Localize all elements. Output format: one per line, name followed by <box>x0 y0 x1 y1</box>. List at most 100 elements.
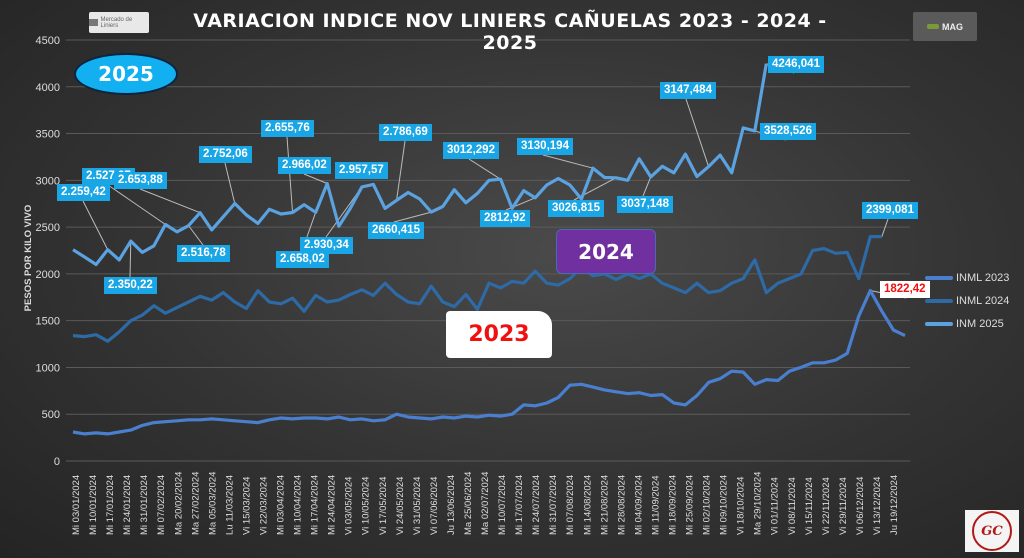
chart-title: VARIACION INDICE NOV LINIERS CAÑUELAS 20… <box>193 10 827 54</box>
x-tick-label: Lu 11/03/2024 <box>224 475 235 535</box>
x-tick-label: Ma 25/06/2024 <box>463 472 474 535</box>
data-label-leader <box>188 225 204 246</box>
data-label: 3037,148 <box>617 196 673 213</box>
y-tick-label: 4000 <box>36 82 60 94</box>
data-label-leader <box>224 162 236 204</box>
x-tick-label: Vi 15/03/2024 <box>241 477 252 535</box>
x-tick-label: Vi 24/05/2024 <box>395 477 406 535</box>
data-label: 3147,484 <box>660 82 716 99</box>
series-line-inml-2023 <box>72 288 906 436</box>
callout-2023: 2023 <box>446 311 552 358</box>
x-tick-label: Mi 24/04/2024 <box>327 475 338 535</box>
data-label: 1822,42 <box>880 281 930 298</box>
data-label: 2.259,42 <box>57 184 110 201</box>
mercado-liniers-logo-text: Mercado de Liniers <box>100 16 133 29</box>
x-tick-label: Vi 10/05/2024 <box>361 477 372 535</box>
x-tick-label: Vi 06/12/2024 <box>855 477 866 535</box>
legend-label: INML 2023 <box>956 271 1010 284</box>
y-axis-title: PESOS POR KILO VIVO <box>23 205 34 312</box>
x-tick-label: Vi 03/05/2024 <box>344 477 355 535</box>
y-tick-label: 2500 <box>36 222 60 234</box>
data-label: 3012,292 <box>443 142 499 159</box>
x-tick-label: Vi 07/06/2024 <box>429 477 440 535</box>
x-tick-label: Vi 13/12/2024 <box>872 477 883 535</box>
data-label-leader <box>393 211 432 223</box>
data-label-leader <box>303 173 328 184</box>
data-label: 2.966,02 <box>278 157 331 174</box>
x-tick-label: Vi 01/11/2024 <box>770 477 781 535</box>
x-tick-label: Mi 07/02/2024 <box>156 475 167 535</box>
data-label: 2660,415 <box>368 222 424 239</box>
y-tick-label: 3500 <box>36 129 60 141</box>
x-tick-label: Mi 04/09/2024 <box>633 475 644 535</box>
x-tick-label: Mi 18/09/2024 <box>667 475 678 535</box>
x-tick-label: Vi 31/05/2024 <box>412 477 423 535</box>
x-tick-label: Mi 09/10/2024 <box>719 475 730 535</box>
data-label: 2.752,06 <box>199 146 252 163</box>
x-tick-label: Vi 29/11/2024 <box>838 477 849 535</box>
series-line-inm-2025 <box>72 63 768 267</box>
x-tick-label: Vi 18/10/2024 <box>736 477 747 535</box>
x-tick-label: Vi 08/11/2024 <box>787 477 798 535</box>
data-label: 2.516,78 <box>177 245 230 262</box>
data-label-leader <box>139 188 201 214</box>
data-label-leader <box>107 184 166 225</box>
y-tick-label: 2000 <box>36 269 60 281</box>
x-tick-label: Vi 22/03/2024 <box>258 477 269 535</box>
x-tick-label: Mi 03/04/2024 <box>276 475 287 535</box>
x-tick-label: Vi 17/05/2024 <box>378 477 389 535</box>
y-tick-label: 4500 <box>36 35 60 47</box>
legend-item-inm-2025: INM 2025 <box>925 312 1009 335</box>
data-label: 3026,815 <box>548 200 604 217</box>
x-tick-label: Mi 17/04/2024 <box>310 475 321 535</box>
x-tick-label: Mi 10/07/2024 <box>497 475 508 535</box>
x-tick-label: Mi 28/08/2024 <box>616 475 627 535</box>
x-tick-label: Mi 31/07/2024 <box>548 475 559 535</box>
legend-item-inml-2024: INML 2024 <box>925 289 1009 312</box>
x-tick-label: Mi 07/08/2024 <box>565 475 576 535</box>
data-label-leader <box>396 140 406 201</box>
data-label-leader <box>685 98 710 167</box>
legend-item-inml-2023: INML 2023 <box>925 266 1009 289</box>
data-label: 2.653,88 <box>114 172 167 189</box>
x-tick-label: Mi 10/01/2024 <box>88 475 99 535</box>
x-tick-label: Ma 29/10/2024 <box>753 472 764 535</box>
x-tick-label: Mi 14/08/2024 <box>582 475 593 535</box>
legend-label: INML 2024 <box>956 294 1010 307</box>
data-label: 2.658,02 <box>276 251 329 268</box>
x-tick-label: Vi 15/11/2024 <box>804 477 815 535</box>
mercado-liniers-logo: Mercado de Liniers <box>89 12 149 33</box>
data-label-leader <box>129 241 132 278</box>
x-tick-label: Vi 22/11/2024 <box>821 477 832 535</box>
y-tick-label: 500 <box>42 409 60 421</box>
x-tick-label: Ju 19/12/2024 <box>889 475 900 535</box>
cow-icon <box>927 24 939 29</box>
data-label: 2.930,34 <box>300 237 353 254</box>
x-tick-label: Mi 03/01/2024 <box>71 475 82 535</box>
legend-label: INM 2025 <box>956 317 1004 330</box>
x-tick-label: Mi 31/01/2024 <box>139 475 150 535</box>
data-label-leader <box>642 176 652 197</box>
data-label: 2399,081 <box>862 202 918 219</box>
mag-logo: MAG <box>913 12 977 41</box>
data-label: 2.786,69 <box>379 124 432 141</box>
x-tick-label: Mi 25/09/2024 <box>685 475 696 535</box>
data-label-leader <box>82 200 109 250</box>
mag-logo-text: MAG <box>942 21 963 32</box>
x-tick-label: Ma 02/07/2024 <box>480 472 491 535</box>
data-label: 2.957,57 <box>335 162 388 179</box>
data-label: 3528,526 <box>760 123 816 140</box>
x-tick-label: Ma 20/02/2024 <box>173 472 184 535</box>
x-tick-label: Mi 17/01/2024 <box>105 475 116 535</box>
data-label-leader <box>468 158 501 180</box>
x-tick-label: Mi 10/04/2024 <box>293 475 304 535</box>
legend: INML 2023 INML 2024 INM 2025 <box>925 266 1009 335</box>
y-tick-label: 0 <box>54 456 60 468</box>
callout-2025: 2025 <box>74 53 178 95</box>
y-tick-label: 1000 <box>36 362 60 374</box>
x-tick-label: Mi 02/10/2024 <box>702 475 713 535</box>
series-line-inml-2024 <box>72 235 882 343</box>
x-tick-label: Mi 24/01/2024 <box>122 475 133 535</box>
callout-2024: 2024 <box>556 229 656 274</box>
x-tick-label: Mi 17/07/2024 <box>514 475 525 535</box>
